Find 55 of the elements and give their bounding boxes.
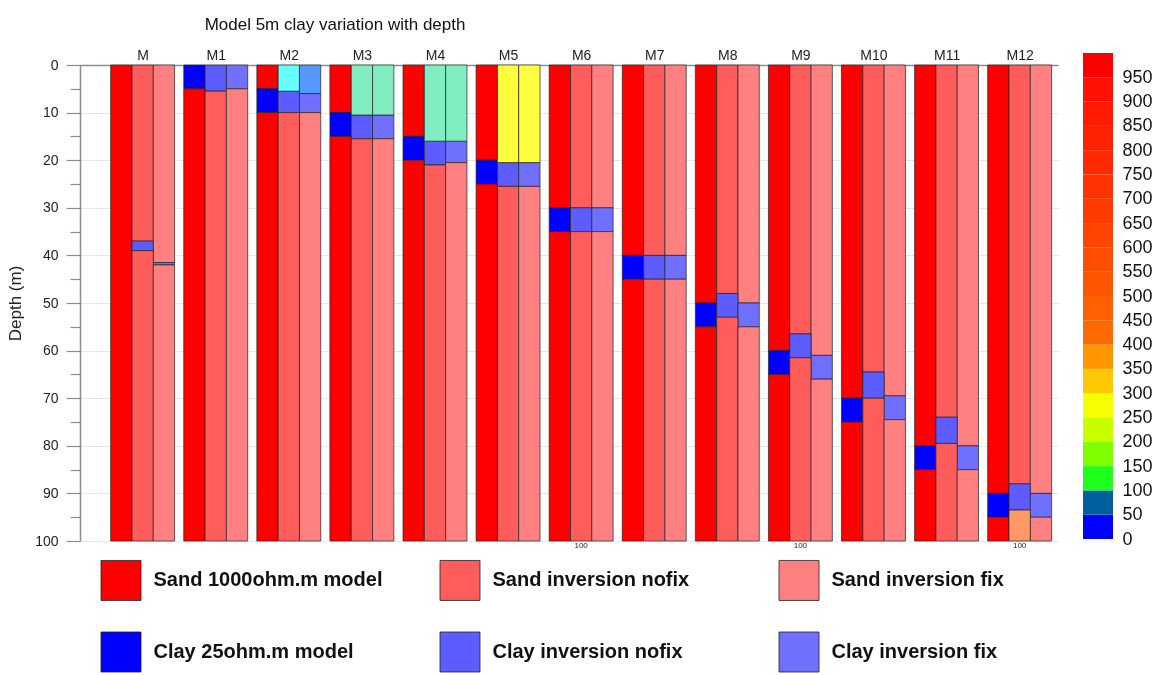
color-bar-label: 150 xyxy=(1122,455,1153,476)
y-tick-label: 20 xyxy=(42,151,59,168)
y-tick-label: 50 xyxy=(42,294,59,311)
color-bar-label: 50 xyxy=(1122,504,1143,525)
x-tick-label: M12 xyxy=(1006,46,1034,63)
x-tick-label: M xyxy=(137,46,149,63)
legend-label: Sand inversion nofix xyxy=(492,568,690,591)
color-bar-label: 400 xyxy=(1122,334,1153,355)
y-tick-label: 0 xyxy=(50,56,59,73)
color-bar-label: 0 xyxy=(1122,528,1133,549)
color-bar-label: 950 xyxy=(1122,66,1153,87)
annotation: 100 xyxy=(574,541,589,550)
color-bar-label: 600 xyxy=(1122,236,1153,257)
legend-label: Sand inversion fix xyxy=(831,568,1004,591)
color-bar-label: 350 xyxy=(1122,358,1153,379)
x-tick-label: M5 xyxy=(498,46,519,63)
annotation: 100 xyxy=(1012,541,1027,550)
y-tick-label: 100 xyxy=(35,532,59,549)
x-tick-label: M8 xyxy=(718,46,738,63)
color-bar-label: 900 xyxy=(1122,91,1153,112)
x-tick-label: M10 xyxy=(860,46,888,63)
x-tick-label: M6 xyxy=(571,46,592,63)
color-bar-label: 550 xyxy=(1122,261,1153,282)
y-axis-title: Depth (m) xyxy=(6,265,26,342)
y-tick-label: 90 xyxy=(42,484,59,501)
x-tick-label: M9 xyxy=(791,46,811,63)
y-tick-label: 30 xyxy=(42,199,59,216)
y-tick-label: 80 xyxy=(42,437,59,454)
color-bar-label: 750 xyxy=(1122,164,1153,184)
color-bar-label: 250 xyxy=(1122,407,1153,427)
color-bar-label: 100 xyxy=(1122,479,1153,500)
y-tick-label: 70 xyxy=(42,389,59,406)
x-tick-label: M7 xyxy=(645,46,665,63)
legend-label: Clay 25ohm.m model xyxy=(153,640,354,662)
color-bar-label: 850 xyxy=(1122,115,1153,136)
x-tick-label: M3 xyxy=(352,46,373,63)
color-bar-label: 700 xyxy=(1122,188,1153,209)
color-bar-label: 800 xyxy=(1122,139,1153,160)
x-tick-label: M1 xyxy=(206,46,227,63)
x-tick-label: M11 xyxy=(933,46,961,63)
x-tick-label: M4 xyxy=(425,46,446,63)
y-tick-label: 40 xyxy=(42,246,59,263)
color-bar-label: 500 xyxy=(1122,285,1153,306)
y-tick-label: 10 xyxy=(42,104,59,121)
legend-label: Clay inversion nofix xyxy=(492,640,683,662)
x-tick-label: M2 xyxy=(279,46,300,63)
color-bar-label: 450 xyxy=(1122,309,1153,330)
legend-label: Sand 1000ohm.m model xyxy=(153,568,383,591)
y-tick-label: 60 xyxy=(42,342,59,359)
color-bar-label: 300 xyxy=(1122,382,1153,403)
color-bar-label: 200 xyxy=(1122,431,1153,452)
legend-label: Clay inversion fix xyxy=(831,640,998,662)
chart-title: Model 5m clay variation with depth xyxy=(204,15,466,34)
annotation: 100 xyxy=(793,541,808,550)
color-bar-label: 650 xyxy=(1122,212,1153,233)
